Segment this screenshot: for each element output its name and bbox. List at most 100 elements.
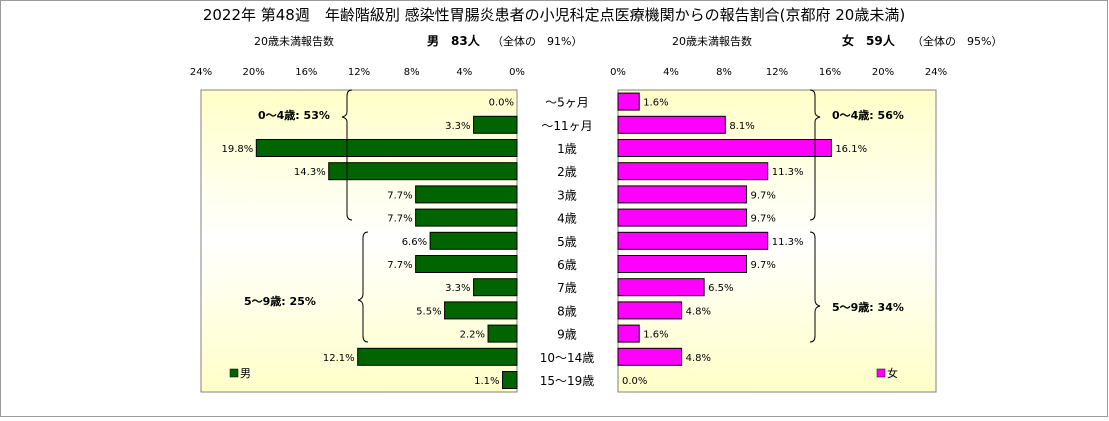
female-value-label: 4.8% (686, 306, 711, 317)
female-count-label: 20歳未満報告数 (672, 35, 752, 48)
female-bar (617, 255, 748, 273)
female-0-4-brace (809, 89, 821, 221)
female-value-label: 11.3% (772, 237, 804, 248)
male-share: （全体の 91%） (492, 34, 582, 48)
female-share: （全体の 95%） (912, 34, 1002, 48)
female-tick-label: 4% (663, 67, 679, 78)
male-value-label: 3.3% (445, 121, 470, 132)
male-axis-ticks: 24% 20% 16% 12% 8% 4% 0% (190, 67, 525, 78)
category-label: 9歳 (557, 328, 577, 342)
category-label: 7歳 (557, 281, 577, 295)
female-bar (617, 139, 832, 157)
category-label: 8歳 (557, 304, 577, 318)
category-label: 2歳 (557, 165, 577, 179)
female-value-label: 6.5% (708, 283, 733, 294)
female-value-label: 9.7% (751, 190, 776, 201)
female-bar (617, 231, 769, 250)
male-value-label: 0.0% (489, 98, 514, 109)
female-bar (617, 92, 640, 111)
category-label: ～5ヶ月 (545, 96, 589, 110)
male-tick-label: 12% (348, 67, 370, 78)
female-value-label: 1.6% (643, 98, 668, 109)
female-bar (617, 347, 683, 366)
female-bars: 1.6% 8.1% 16.1% 11.3% 9.7% 9.7% 11.3% 9.7% 6.5% 4… (617, 92, 867, 387)
female-value-label: 11.3% (772, 167, 804, 178)
female-legend-swatch (876, 368, 886, 378)
female-axis-ticks: 0% 4% 8% 12% 16% 20% 24% (610, 67, 947, 78)
category-label: ～11ヶ月 (541, 119, 592, 133)
male-value-label: 12.1% (323, 353, 355, 364)
category-label: 15～19歳 (540, 374, 595, 388)
male-value-label: 7.7% (387, 214, 412, 225)
male-bar (415, 185, 518, 204)
male-bar (328, 162, 518, 181)
category-label: 1歳 (557, 142, 577, 156)
male-count-label: 20歳未満報告数 (254, 35, 334, 48)
male-bar (473, 115, 518, 134)
male-value-label: 19.8% (222, 144, 254, 155)
female-bar (617, 185, 748, 204)
female-sex-count: 女 59人 (842, 33, 896, 48)
female-value-label: 16.1% (835, 144, 867, 155)
category-label: 3歳 (557, 188, 577, 202)
male-tick-label: 20% (243, 67, 265, 78)
male-bar (255, 139, 518, 157)
male-tick-label: 16% (295, 67, 317, 78)
category-label: 5歳 (557, 235, 577, 249)
female-bar (617, 115, 726, 134)
female-value-label: 9.7% (751, 214, 776, 225)
male-bar (429, 231, 518, 250)
female-5-9-brace (809, 231, 821, 343)
male-bar (502, 371, 518, 389)
female-value-label: 1.6% (643, 330, 668, 341)
category-label: 10～14歳 (540, 351, 595, 365)
category-label: 4歳 (557, 212, 577, 226)
female-5-9-annotation: 5～9歳: 34% (832, 300, 904, 314)
male-value-label: 7.7% (387, 260, 412, 271)
male-value-label: 1.1% (474, 376, 499, 387)
male-bar (487, 324, 518, 343)
female-bar (617, 324, 640, 343)
male-bar (415, 208, 518, 227)
male-value-label: 5.5% (416, 306, 441, 317)
male-bar (415, 255, 518, 273)
female-bar (617, 208, 748, 227)
female-value-label: 0.0% (622, 376, 647, 387)
male-legend-swatch (229, 368, 239, 378)
male-tick-label: 0% (509, 67, 525, 78)
female-value-label: 9.7% (751, 260, 776, 271)
female-value-label: 8.1% (729, 121, 754, 132)
male-value-label: 14.3% (294, 167, 326, 178)
category-labels: ～5ヶ月 ～11ヶ月 1歳 2歳 3歳 4歳 5歳 6歳 7歳 8歳 9歳 10～14歳 15～19歳 (540, 96, 595, 388)
female-0-4-annotation: 0～4歳: 56% (832, 108, 904, 122)
male-bars: 0.0% 3.3% 19.8% 14.3% 7.7% 7.7% 6.6% 7.7% 3.3% 5.… (222, 98, 518, 389)
female-tick-label: 0% (610, 67, 626, 78)
female-legend-label: 女 (887, 366, 898, 380)
female-tick-label: 20% (872, 67, 894, 78)
male-bar (444, 301, 518, 320)
male-tick-label: 24% (190, 67, 212, 78)
female-tick-label: 8% (716, 67, 732, 78)
female-bar (617, 301, 683, 320)
male-tick-label: 4% (456, 67, 472, 78)
male-legend-label: 男 (240, 367, 251, 380)
male-0-4-brace (341, 89, 353, 221)
male-bar (357, 347, 518, 366)
male-sex-count: 男 83人 (427, 33, 481, 48)
chart-title: 2022年 第48週 年齢階級別 感染性胃腸炎患者の小児科定点医療機関からの報告… (203, 6, 905, 24)
male-value-label: 6.6% (402, 237, 427, 248)
female-bar (617, 278, 705, 297)
male-value-label: 2.2% (460, 330, 485, 341)
category-label: 6歳 (557, 258, 577, 272)
male-value-label: 3.3% (445, 283, 470, 294)
male-5-9-brace (357, 231, 369, 343)
female-tick-label: 12% (766, 67, 788, 78)
female-value-label: 4.8% (686, 353, 711, 364)
male-bar (473, 278, 518, 297)
male-tick-label: 8% (404, 67, 420, 78)
male-value-label: 7.7% (387, 190, 412, 201)
female-tick-label: 16% (819, 67, 841, 78)
male-0-4-annotation: 0～4歳: 53% (258, 108, 330, 122)
